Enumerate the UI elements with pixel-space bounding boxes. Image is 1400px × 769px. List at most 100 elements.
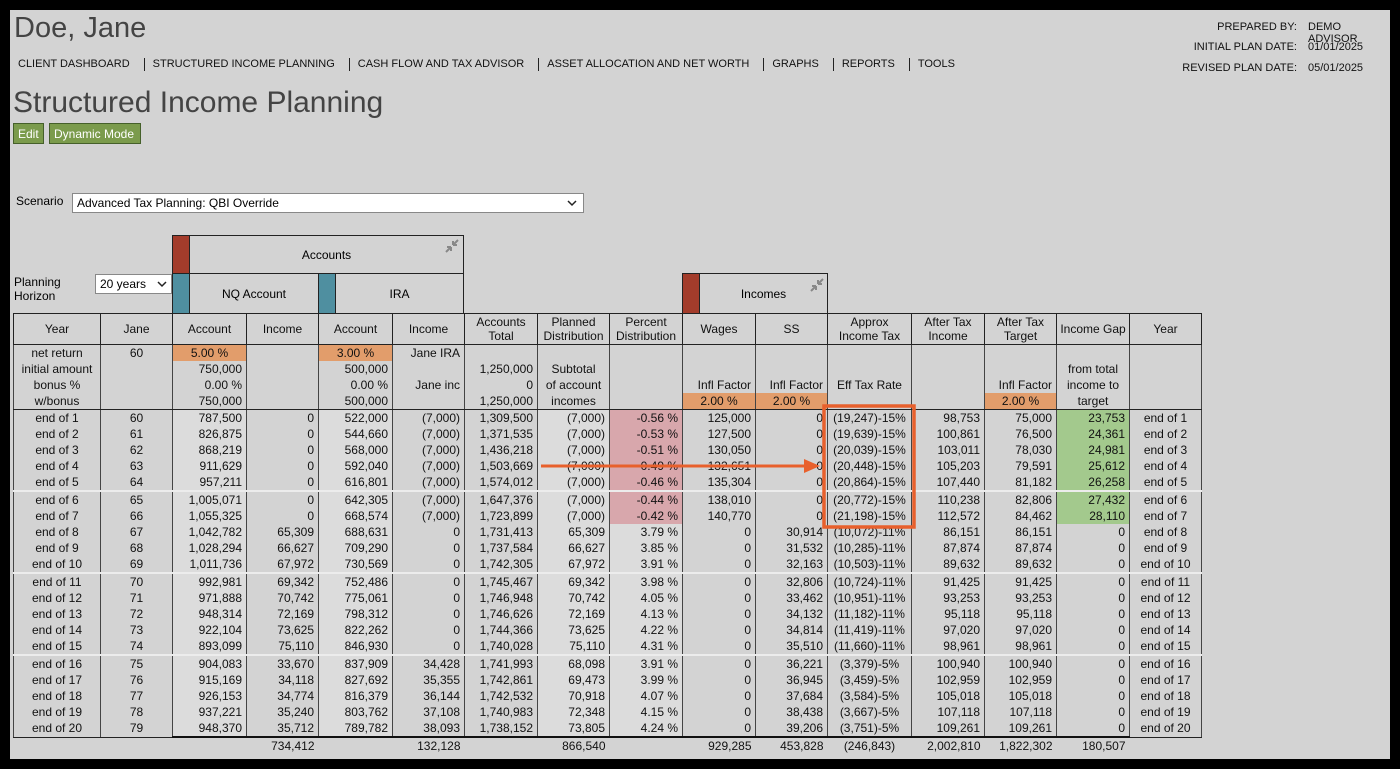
table-cell: 4.24 % (609, 720, 683, 738)
table-cell: 3.98 % (609, 572, 683, 590)
table-cell: 1,740,028 (464, 638, 538, 655)
table-cell: end of 2 (13, 426, 101, 442)
table-cell: 105,018 (984, 688, 1057, 704)
table-row: end of 14 73 922,104 73,625 822,262 0 1,744,36… (13, 622, 1202, 638)
table-cell (1129, 344, 1202, 361)
table-cell: 72,169 (537, 606, 610, 622)
table-cell: 37,108 (392, 704, 465, 720)
table-cell: 72,348 (537, 704, 610, 720)
table-cell (392, 361, 465, 377)
table-cell (984, 361, 1057, 377)
table-cell: 38,093 (392, 720, 465, 738)
table-cell: -0.51 % (609, 442, 683, 458)
table-cell: 453,828 (755, 736, 828, 754)
table-cell: end of 8 (1129, 524, 1202, 540)
table-cell: 97,020 (911, 622, 985, 638)
table-cell: (11,182)-11% (827, 606, 912, 622)
dynamic-mode-button[interactable]: Dynamic Mode (49, 123, 141, 144)
planning-horizon-select[interactable]: 20 years (95, 274, 172, 294)
table-cell: end of 15 (1129, 638, 1202, 655)
table-cell: 787,500 (172, 409, 247, 426)
table-cell: 82,806 (984, 490, 1057, 508)
table-cell (246, 361, 319, 377)
setup-row: net return 60 5.00 % 3.00 % Jane IRA (13, 344, 1202, 361)
table-cell: 0.00 % (318, 377, 393, 393)
table-row: end of 20 79 948,370 35,712 789,782 38,093 1,7… (13, 720, 1202, 738)
column-header: Year (1129, 313, 1202, 345)
table-cell: 0 (1056, 572, 1130, 590)
table-cell: end of 5 (1129, 474, 1202, 491)
table-cell: 100,940 (911, 654, 985, 672)
table-row: end of 7 66 1,055,325 0 668,574 (7,000) 1,723,… (13, 508, 1202, 524)
table-cell: bonus % (13, 377, 101, 393)
table-cell: 91,425 (984, 572, 1057, 590)
table-cell: 0 (1056, 590, 1130, 606)
table-cell: 668,574 (318, 508, 393, 524)
table-row: end of 6 65 1,005,071 0 642,305 (7,000) 1,647,… (13, 490, 1202, 508)
table-cell: (11,419)-11% (827, 622, 912, 638)
table-cell: 35,712 (246, 720, 319, 738)
table-cell: 0 (1056, 672, 1130, 688)
table-cell: 1,745,467 (464, 572, 538, 590)
table-cell: 34,118 (246, 672, 319, 688)
table-cell: 38,438 (755, 704, 828, 720)
table-cell: 66,627 (537, 540, 610, 556)
table-row: end of 11 70 992,981 69,342 752,486 0 1,745,46… (13, 572, 1202, 590)
table-cell: 2,002,810 (911, 736, 985, 754)
nav-item[interactable]: CASH FLOW AND TAX ADVISOR (348, 58, 538, 71)
table-cell: 0 (1056, 688, 1130, 704)
nav-item[interactable]: TOOLS (908, 58, 969, 71)
table-cell: -0.44 % (609, 490, 683, 508)
nav-item[interactable]: ASSET ALLOCATION AND NET WORTH (538, 58, 763, 71)
table-cell: 0 (464, 377, 538, 393)
nav-item[interactable]: REPORTS (832, 58, 909, 71)
table-cell: (20,448)-15% (827, 458, 912, 474)
table-cell: of account (537, 377, 610, 393)
table-row: end of 17 76 915,169 34,118 827,692 35,355 1,7… (13, 672, 1202, 688)
table-cell: (20,864)-15% (827, 474, 912, 491)
table-cell: end of 10 (13, 556, 101, 573)
revised-date-value: 05/01/2025 (1308, 62, 1364, 74)
collapse-icon[interactable] (444, 238, 460, 254)
scenario-select[interactable]: Advanced Tax Planning: QBI Override (72, 193, 584, 213)
table-cell: 73,625 (537, 622, 610, 638)
table-cell: incomes (537, 393, 610, 410)
edit-button[interactable]: Edit (13, 123, 44, 144)
nav-item[interactable]: STRUCTURED INCOME PLANNING (143, 58, 349, 71)
column-header: Wages (682, 313, 756, 345)
table-cell: 775,061 (318, 590, 393, 606)
table-cell: 70,918 (537, 688, 610, 704)
table-cell: 4.05 % (609, 590, 683, 606)
table-cell: 87,874 (984, 540, 1057, 556)
table-cell: 0 (1056, 556, 1130, 573)
group-color-bar (172, 235, 190, 274)
table-cell: 76 (100, 672, 173, 688)
page-title: Structured Income Planning (13, 86, 384, 119)
table-cell: 68,098 (537, 654, 610, 672)
table-cell (609, 736, 683, 754)
table-cell: end of 8 (13, 524, 101, 540)
prepared-by-label: PREPARED BY: (1217, 21, 1297, 33)
collapse-icon[interactable] (809, 277, 825, 293)
table-cell: end of 14 (1129, 622, 1202, 638)
table-cell: 822,262 (318, 622, 393, 638)
table-cell: 734,412 (246, 736, 319, 754)
table-cell: 0 (246, 508, 319, 524)
planning-table: Year Jane Account Income Account Income Accoun… (13, 313, 1202, 754)
table-cell: 75,000 (984, 409, 1057, 426)
table-cell: 616,801 (318, 474, 393, 491)
table-cell: 0 (682, 704, 756, 720)
table-cell: initial amount (13, 361, 101, 377)
table-cell: 107,118 (984, 704, 1057, 720)
table-cell (827, 393, 912, 410)
table-cell (755, 361, 828, 377)
column-header: SS (755, 313, 828, 345)
table-cell: Infl Factor (984, 377, 1057, 393)
table-cell: 0 (246, 490, 319, 508)
table-cell: 1,738,152 (464, 720, 538, 738)
nav-item[interactable]: GRAPHS (763, 58, 832, 71)
table-cell: 33,670 (246, 654, 319, 672)
table-cell: 0 (755, 508, 828, 524)
table-cell: 35,355 (392, 672, 465, 688)
nav-item[interactable]: CLIENT DASHBOARD (18, 58, 130, 70)
